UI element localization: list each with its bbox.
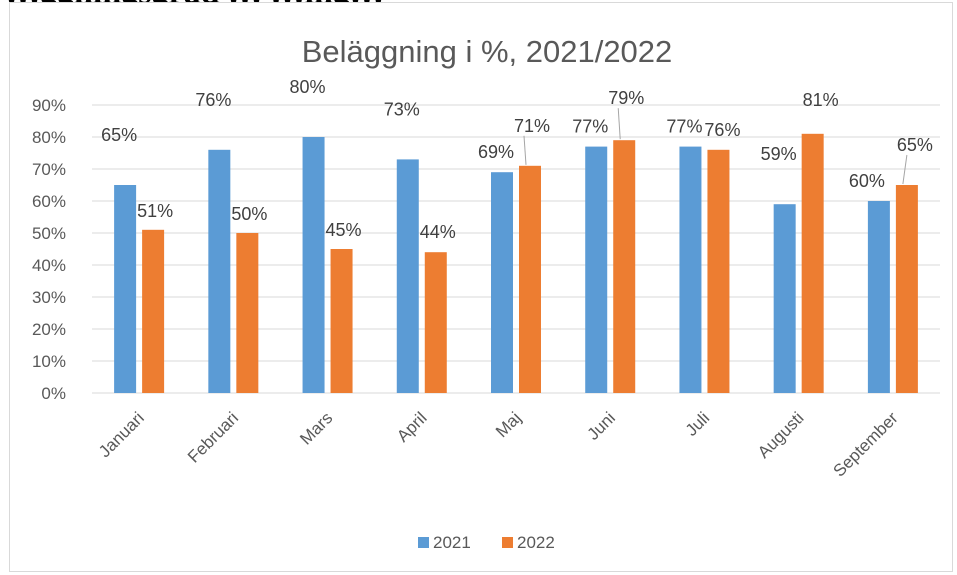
bar-2022 xyxy=(801,133,824,394)
data-label: 65% xyxy=(897,135,933,155)
data-label: 51% xyxy=(137,201,173,221)
y-tick-label: 50% xyxy=(32,224,66,243)
bar-2022 xyxy=(895,185,918,393)
y-tick-label: 20% xyxy=(32,320,66,339)
bar-2022 xyxy=(330,249,353,393)
data-label: 79% xyxy=(608,88,644,108)
data-label: 50% xyxy=(231,204,267,224)
data-labels: 65%51%76%50%80%45%73%44%69%71% 77%79%77% 7… xyxy=(101,77,933,242)
x-tick-label-group: Januari xyxy=(95,408,148,461)
x-tick-label: Februari xyxy=(184,408,242,466)
legend-swatch xyxy=(418,537,429,548)
x-tick-label-group: Februari xyxy=(184,408,242,466)
leader-line xyxy=(902,154,908,185)
x-tick-label: Mars xyxy=(296,408,336,448)
data-label: 77% xyxy=(572,117,608,137)
y-tick-label: 30% xyxy=(32,288,66,307)
leader-line xyxy=(523,135,527,165)
legend-swatch xyxy=(502,537,513,548)
data-label: 69% xyxy=(478,142,514,162)
bar-2021 xyxy=(867,201,890,393)
bar-2021 xyxy=(679,146,702,393)
y-tick-label: 40% xyxy=(32,256,66,275)
x-tick-label: September xyxy=(829,408,901,480)
data-label: 44% xyxy=(420,222,456,242)
x-tick-label-group: Maj xyxy=(492,408,525,441)
data-label: 65% xyxy=(101,125,137,145)
bar-2022 xyxy=(424,252,447,393)
y-axis: 0% 10% 20% 30% 40% 50% 60% 70% 80% 90% xyxy=(32,96,66,403)
gridlines xyxy=(92,104,940,394)
bar-2021 xyxy=(208,149,231,393)
legend-label: 2022 xyxy=(517,533,555,552)
bar-2021 xyxy=(396,159,419,393)
data-label: 81% xyxy=(803,90,839,110)
x-tick-label-group: April xyxy=(393,408,430,445)
x-tick-label: Juni xyxy=(584,408,619,443)
y-tick-label: 10% xyxy=(32,352,66,371)
y-tick-label: 70% xyxy=(32,160,66,179)
data-label: 80% xyxy=(290,77,326,97)
bars xyxy=(114,133,918,394)
x-tick-label-group: Augusti xyxy=(754,408,808,462)
bar-2021 xyxy=(585,146,608,393)
legend-label: 2021 xyxy=(433,533,471,552)
bar-2021 xyxy=(114,185,137,393)
x-tick-label: Maj xyxy=(492,408,525,441)
bar-2022 xyxy=(613,140,636,393)
y-tick-label: 0% xyxy=(41,384,66,403)
bar-2022 xyxy=(142,229,165,393)
data-label: 60% xyxy=(849,171,885,191)
x-tick-label-group: Mars xyxy=(296,408,336,448)
data-label: 59% xyxy=(761,144,797,164)
y-tick-label: 80% xyxy=(32,128,66,147)
legend: 2021 2022 xyxy=(418,533,555,552)
bar-2021 xyxy=(773,204,796,393)
bar-2021 xyxy=(491,172,513,393)
x-tick-label: Augusti xyxy=(754,408,808,462)
x-tick-label: April xyxy=(393,408,430,445)
y-tick-label: 60% xyxy=(32,192,66,211)
x-tick-label-group: Juni xyxy=(584,408,619,443)
data-label: 73% xyxy=(384,99,420,119)
x-axis: Januari Februari Mars April Maj Juni Juli Augus… xyxy=(95,408,902,480)
x-tick-label-group: September xyxy=(829,408,901,480)
bar-2022 xyxy=(707,149,730,393)
y-tick-label: 90% xyxy=(32,96,66,115)
data-label: 76% xyxy=(704,120,740,140)
data-label: 71% xyxy=(514,116,550,136)
x-tick-label: Januari xyxy=(95,408,148,461)
data-label: 76% xyxy=(195,90,231,110)
data-label: 77% xyxy=(666,117,702,137)
bar-2021 xyxy=(302,137,325,393)
chart-title: Beläggning i %, 2021/2022 xyxy=(302,34,673,69)
data-label: 45% xyxy=(326,220,362,240)
leader-line xyxy=(617,108,621,140)
x-tick-label-group: Juli xyxy=(682,408,713,439)
bar-2022 xyxy=(236,233,259,393)
bar-2022 xyxy=(519,165,541,393)
x-tick-label: Juli xyxy=(682,408,713,439)
